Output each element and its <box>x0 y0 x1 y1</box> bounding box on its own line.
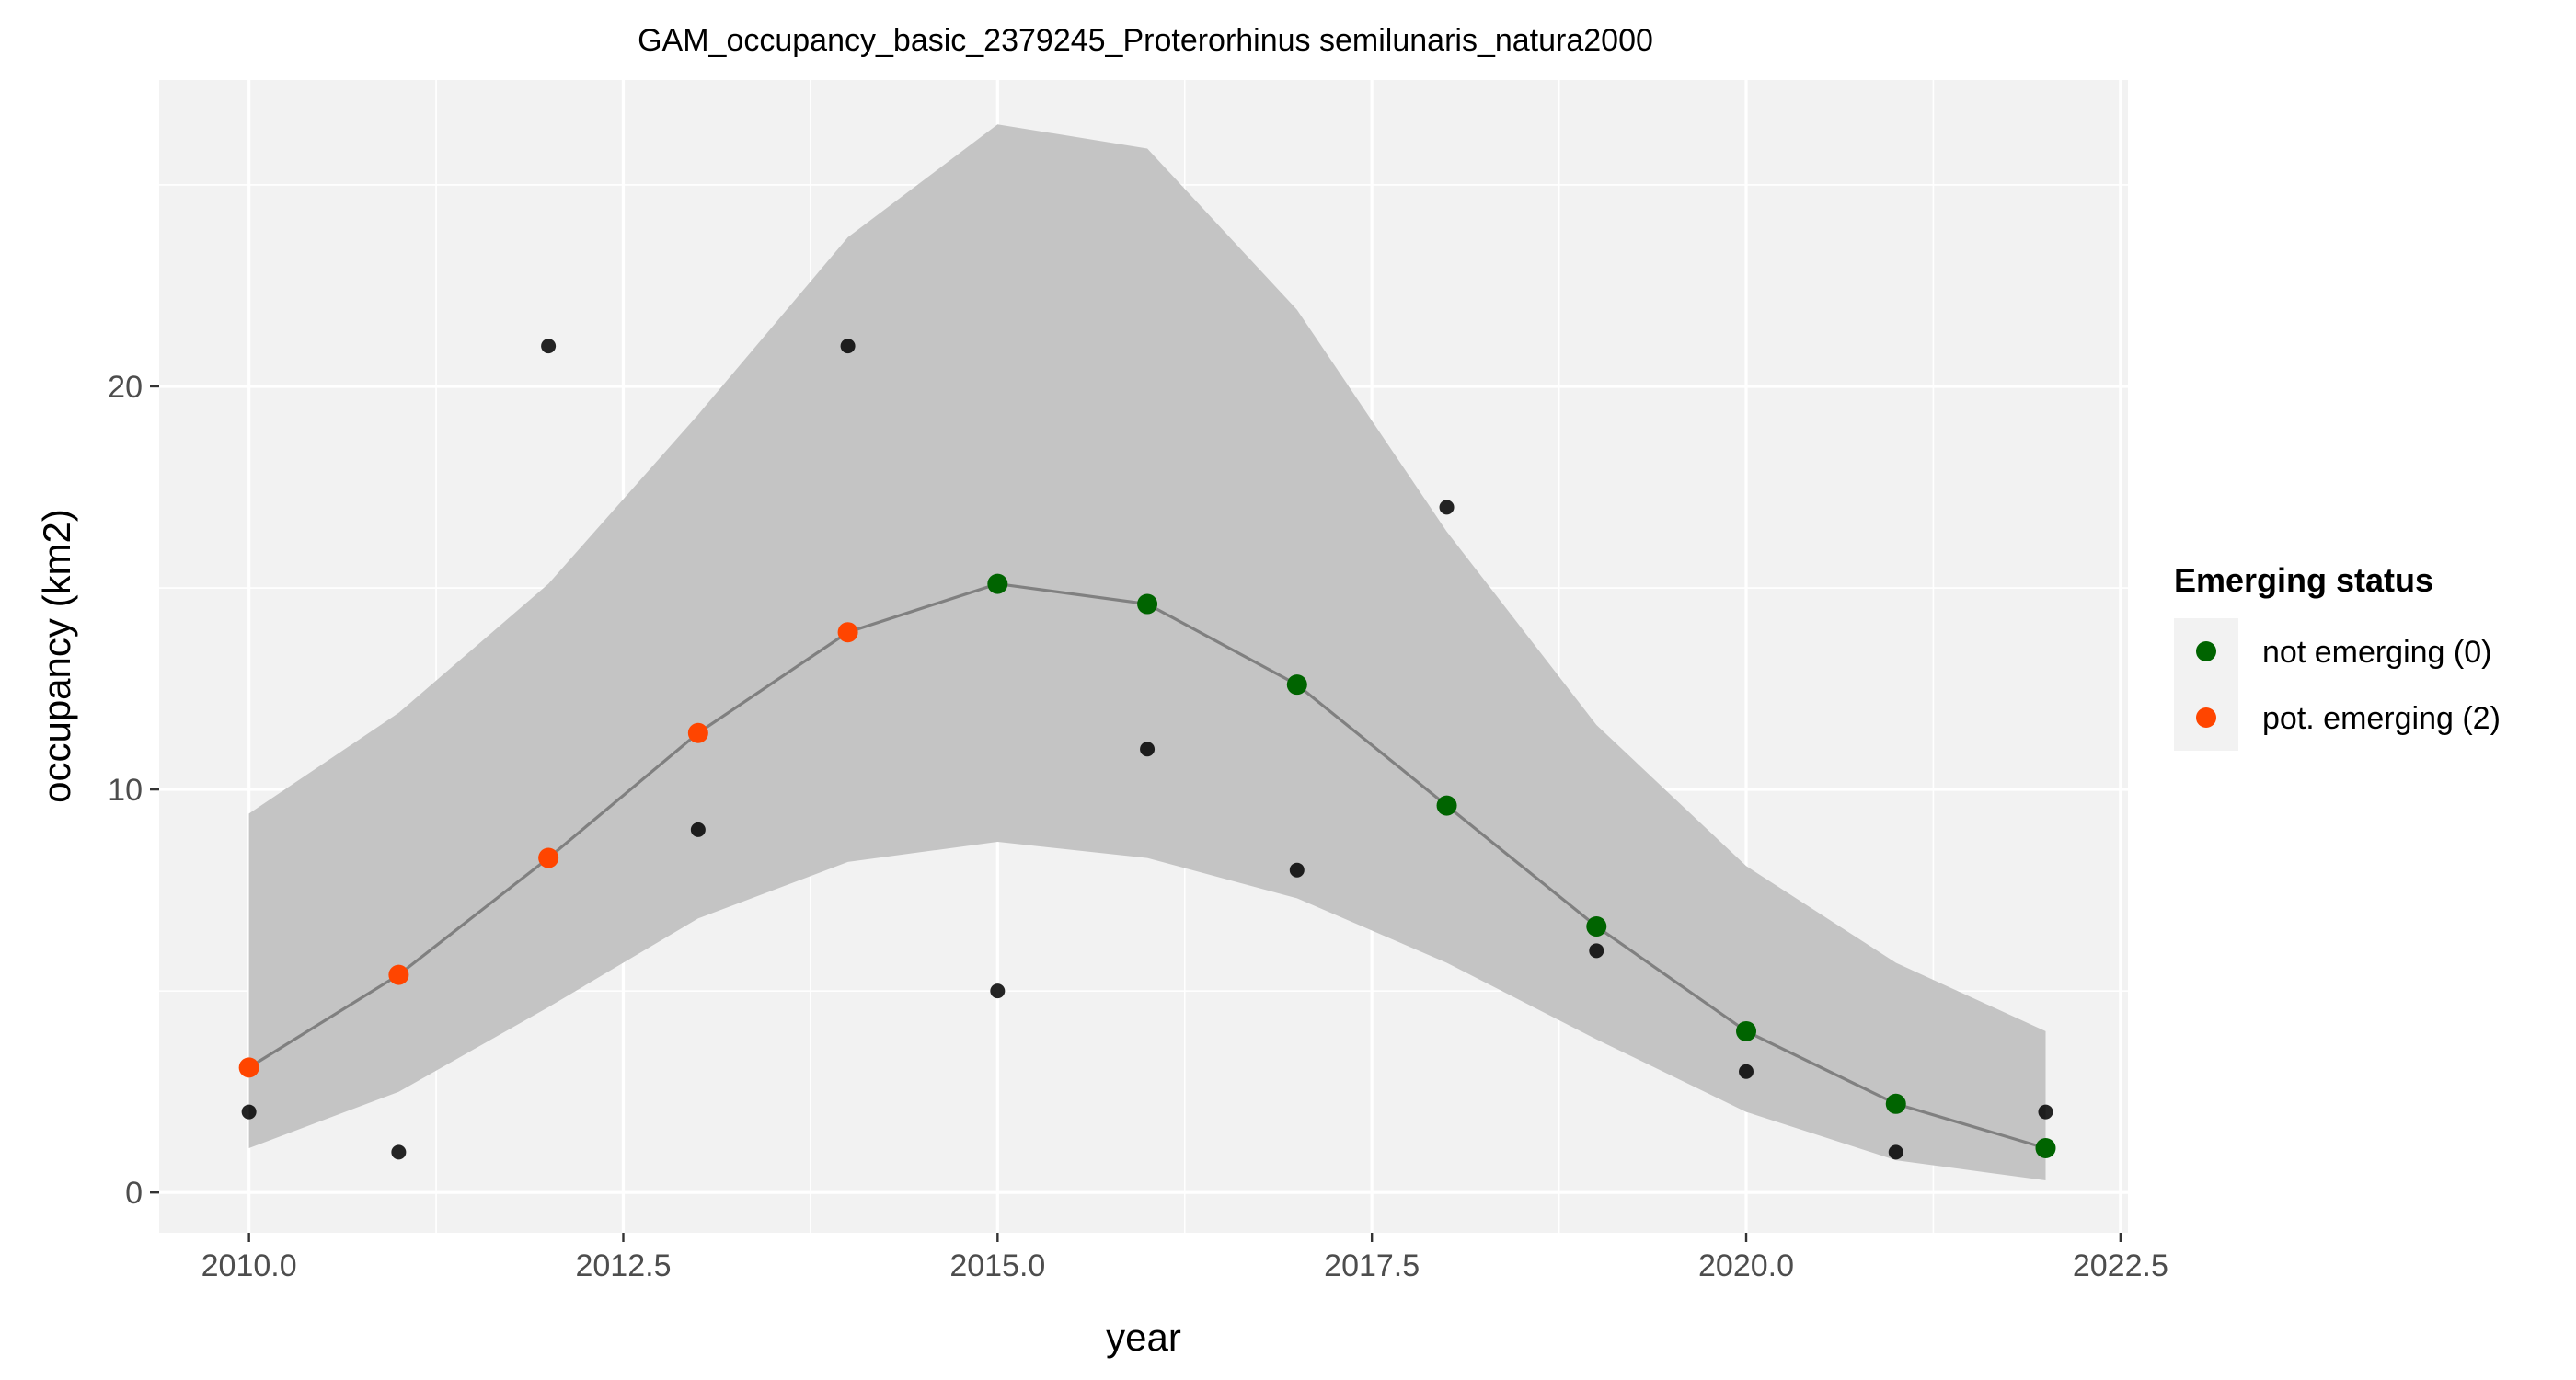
fitted-points <box>238 573 2056 1158</box>
fitted-point <box>1885 1093 1906 1114</box>
observed-point <box>1439 500 1455 515</box>
fitted-point <box>388 964 409 985</box>
legend-marker <box>2196 707 2216 728</box>
y-tick-label: 0 <box>125 1176 143 1211</box>
observed-point <box>1289 862 1305 878</box>
observed-point <box>241 1104 257 1120</box>
observed-point <box>2038 1104 2053 1120</box>
fitted-point <box>987 573 1008 594</box>
observed-point <box>990 983 1006 999</box>
x-tick-label: 2022.5 <box>2073 1248 2168 1283</box>
x-tick-label: 2015.0 <box>949 1248 1045 1283</box>
chart-title: GAM_occupancy_basic_2379245_Proterorhinu… <box>638 23 1653 58</box>
x-tick-label: 2017.5 <box>1324 1248 1420 1283</box>
observed-point <box>1739 1064 1754 1079</box>
legend-label: not emerging (0) <box>2262 635 2491 670</box>
x-tick-label: 2020.0 <box>1698 1248 1794 1283</box>
y-axis: 0 10 20 <box>108 370 159 1211</box>
x-axis: 2010.0 2012.5 2015.0 2017.5 2020.0 2022.5 <box>201 1233 2168 1283</box>
observed-point <box>1140 742 1156 757</box>
legend-title: Emerging status <box>2174 561 2433 599</box>
fitted-point <box>238 1057 259 1078</box>
legend-marker <box>2196 641 2216 661</box>
fitted-point <box>687 722 708 743</box>
y-tick-label: 10 <box>108 773 143 808</box>
fitted-point <box>1286 674 1307 696</box>
fitted-point <box>1586 916 1607 937</box>
legend-entries: not emerging (0) pot. emerging (2) <box>2174 618 2501 751</box>
observed-point <box>1888 1144 1903 1160</box>
legend: Emerging status not emerging (0) pot. eme… <box>2174 561 2501 751</box>
observed-point <box>391 1144 407 1160</box>
y-tick-label: 20 <box>108 370 143 405</box>
observed-point <box>840 339 856 354</box>
fitted-point <box>538 847 559 868</box>
x-tick-label: 2012.5 <box>575 1248 671 1283</box>
fitted-point <box>2035 1137 2056 1158</box>
fitted-point <box>1436 795 1457 816</box>
x-tick-label: 2010.0 <box>201 1248 297 1283</box>
legend-label: pot. emerging (2) <box>2262 701 2501 736</box>
y-axis-label: occupancy (km2) <box>35 509 78 803</box>
fitted-point <box>837 622 858 643</box>
x-axis-label: year <box>1106 1316 1181 1359</box>
fitted-point <box>1736 1020 1757 1041</box>
observed-point <box>690 822 706 837</box>
observed-points <box>241 339 2053 1160</box>
observed-point <box>1589 943 1604 959</box>
fitted-point <box>1137 593 1158 615</box>
observed-point <box>541 339 557 354</box>
